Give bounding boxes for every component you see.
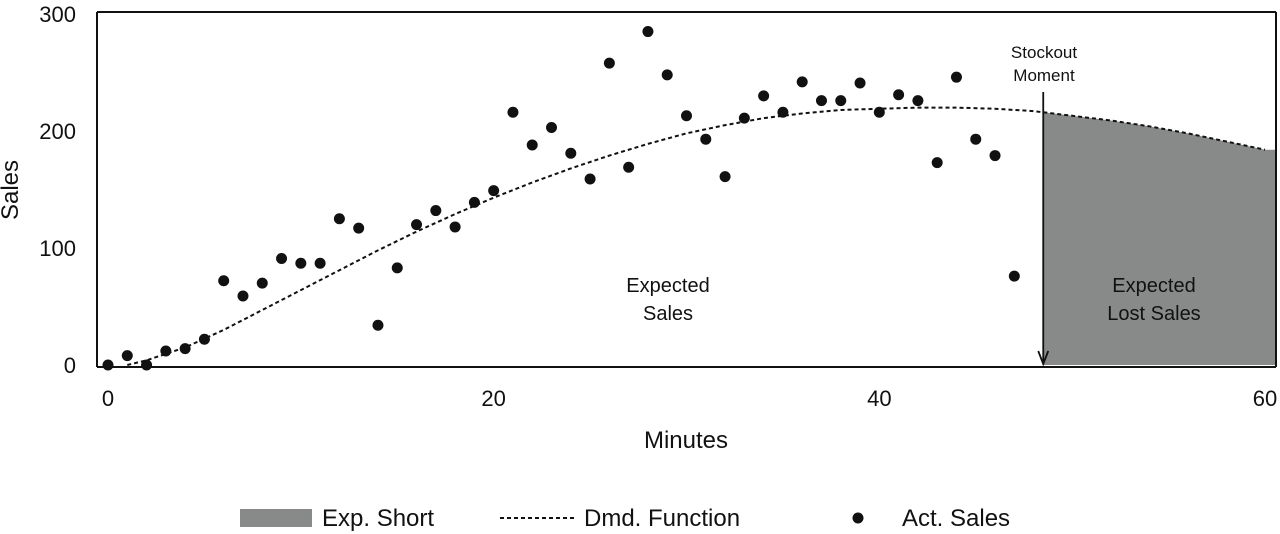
legend-label-exp-short: Exp. Short	[322, 505, 434, 532]
annotation-lost-sales-line2: Lost Sales	[1107, 303, 1200, 325]
legend-swatch-act-sales	[852, 512, 864, 524]
annotation-lost-sales-line1: Expected	[1112, 275, 1195, 297]
sales-point-13	[353, 222, 365, 234]
axes	[96, 11, 1277, 368]
sales-point-30	[681, 110, 692, 122]
sales-point-40	[873, 106, 885, 118]
points-layer	[102, 26, 1020, 371]
sales-point-29	[661, 69, 673, 81]
y-tick-label-100: 100	[39, 236, 76, 261]
sales-point-15	[391, 262, 403, 274]
sales-point-24	[565, 147, 577, 159]
sales-point-2	[141, 359, 153, 371]
sales-point-7	[237, 290, 249, 302]
sales-point-41	[893, 89, 905, 101]
x-tick-label-0: 0	[102, 386, 114, 411]
sales-point-14	[372, 319, 384, 331]
sales-point-31	[700, 133, 712, 145]
sales-point-3	[160, 345, 172, 357]
x-axis-label: Minutes	[644, 427, 728, 454]
sales-point-27	[623, 161, 635, 173]
sales-point-1	[121, 350, 133, 362]
sales-point-47	[1008, 270, 1020, 282]
x-tick-label-60: 60	[1253, 386, 1277, 411]
sales-point-46	[989, 150, 1001, 162]
sales-point-19	[468, 196, 480, 208]
sales-point-33	[738, 112, 750, 124]
sales-point-34	[758, 90, 770, 102]
x-tick-label-20: 20	[481, 386, 505, 411]
y-tick-label-200: 200	[39, 119, 76, 144]
sales-point-5	[198, 333, 210, 345]
expected-lost-sales-area	[1043, 112, 1276, 365]
sales-point-16	[411, 219, 423, 231]
sales-point-6	[218, 275, 230, 287]
sales-point-21	[507, 106, 519, 118]
sales-point-4	[179, 343, 191, 355]
legend-label-dmd-function: Dmd. Function	[584, 505, 740, 532]
sales-point-8	[256, 277, 268, 289]
sales-point-38	[835, 95, 847, 107]
x-tick-label-40: 40	[867, 386, 891, 411]
legend-swatch-exp-short	[240, 509, 312, 527]
stockout-label-line2: Moment	[1013, 66, 1075, 85]
y-tick-label-300: 300	[39, 2, 76, 27]
sales-point-45	[970, 133, 982, 145]
sales-point-23	[546, 121, 558, 133]
sales-point-18	[449, 221, 461, 233]
sales-point-28	[642, 26, 654, 38]
sales-point-11	[314, 257, 326, 269]
legend: Exp. Short Dmd. Function Act. Sales	[240, 505, 1010, 532]
sales-point-37	[815, 95, 827, 107]
sales-point-0	[102, 359, 114, 371]
legend-label-act-sales: Act. Sales	[902, 505, 1010, 532]
annotation-expected-sales-line1: Expected	[626, 275, 709, 297]
shaded-area-layer	[1043, 112, 1276, 365]
sales-point-43	[931, 157, 943, 169]
sales-point-36	[796, 76, 808, 88]
demand-line-layer	[127, 106, 1266, 366]
sales-point-12	[333, 213, 345, 225]
sales-point-17	[430, 205, 442, 217]
demand-function-line	[127, 106, 1266, 366]
sales-point-25	[584, 173, 596, 185]
sales-point-26	[603, 57, 615, 69]
sales-point-44	[950, 71, 962, 83]
stockout-arrow-head	[1037, 350, 1050, 367]
sales-point-9	[276, 253, 288, 265]
annotation-expected-sales-line2: Sales	[643, 303, 693, 325]
stockout-label-line1: Stockout	[1011, 43, 1077, 62]
sales-point-32	[719, 171, 731, 183]
sales-point-35	[777, 106, 789, 118]
y-axis-label: Sales	[0, 160, 24, 220]
sales-point-10	[295, 257, 307, 269]
sales-point-39	[854, 77, 866, 89]
y-tick-label-0: 0	[64, 353, 76, 378]
sales-point-20	[488, 185, 500, 197]
tick-labels: 0 20 40 60 0 100 200 300	[39, 2, 1277, 411]
sales-point-42	[912, 95, 924, 107]
sales-point-22	[526, 139, 538, 151]
